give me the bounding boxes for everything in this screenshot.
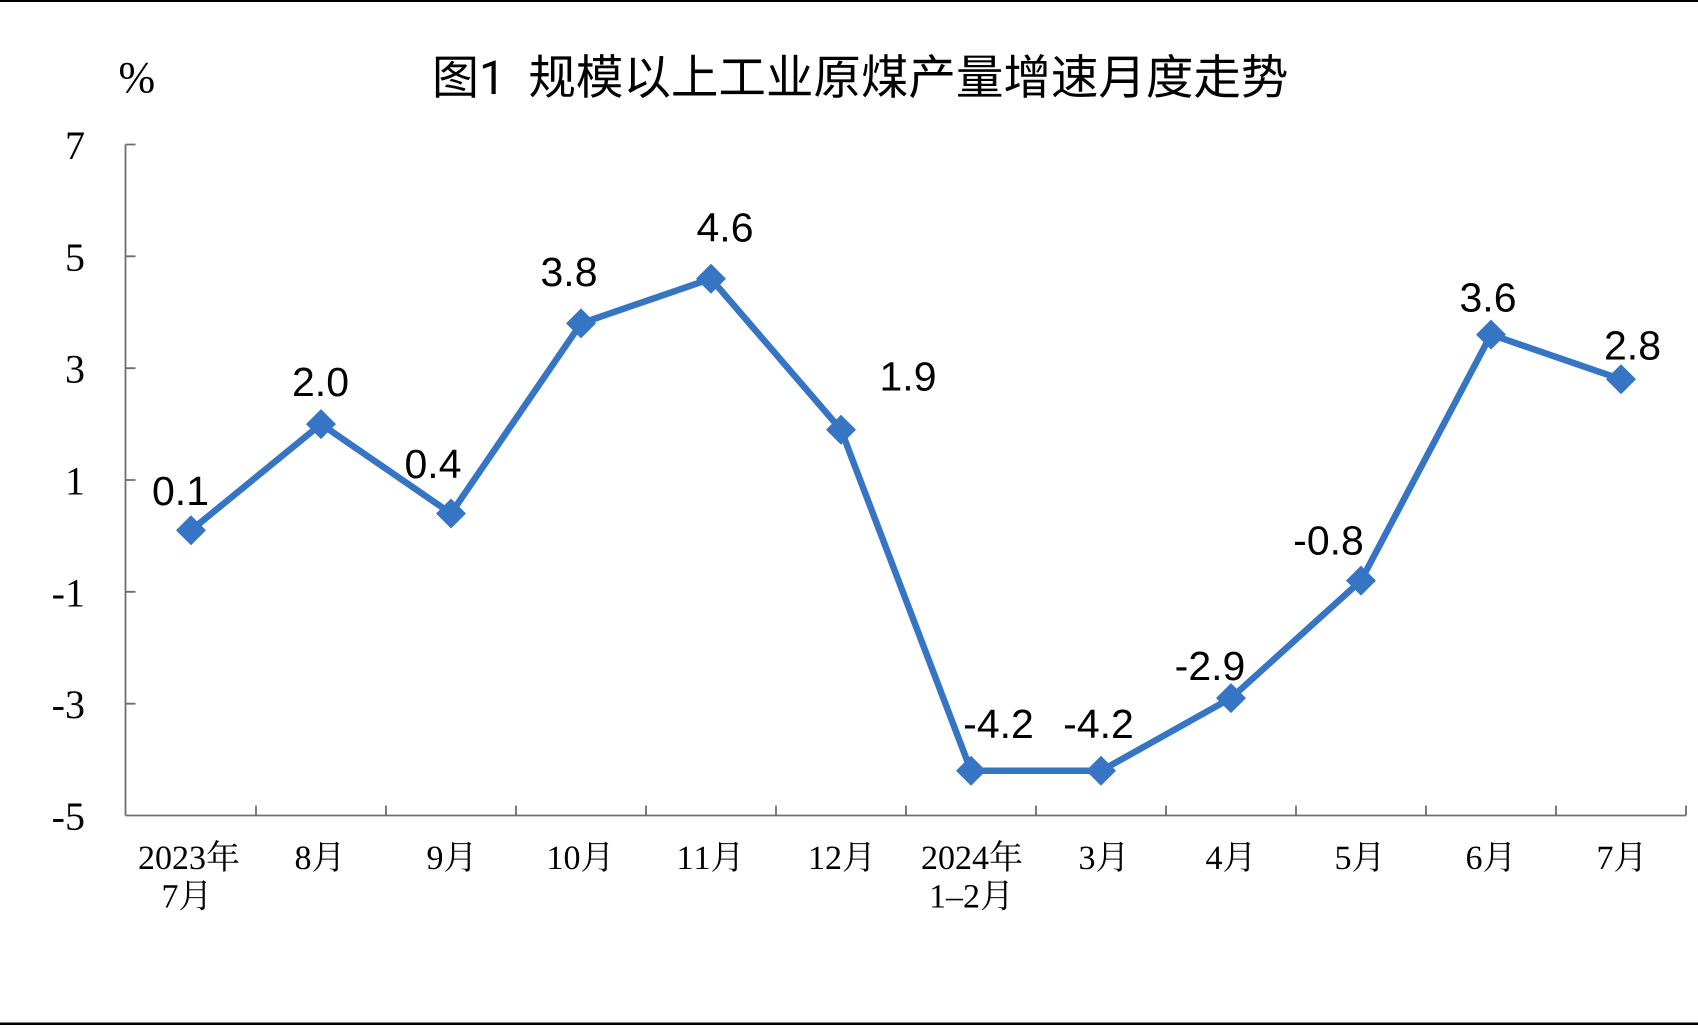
svg-text:5: 5	[65, 235, 85, 280]
svg-text:0.1: 0.1	[152, 468, 209, 514]
svg-text:2.0: 2.0	[292, 359, 349, 405]
svg-text:-2.9: -2.9	[1175, 643, 1246, 689]
svg-text:1.9: 1.9	[880, 354, 937, 400]
svg-text:2.8: 2.8	[1604, 323, 1661, 369]
svg-text:-5: -5	[52, 794, 85, 839]
svg-text:7: 7	[65, 123, 85, 168]
svg-text:-3: -3	[52, 682, 85, 727]
svg-text:-4.2: -4.2	[1063, 701, 1134, 747]
svg-text:4.6: 4.6	[697, 205, 754, 251]
svg-text:%: %	[119, 53, 156, 102]
svg-text:-4.2: -4.2	[963, 701, 1034, 747]
svg-text:3.8: 3.8	[541, 249, 598, 295]
svg-text:-0.8: -0.8	[1293, 518, 1364, 564]
svg-text:1: 1	[65, 459, 85, 504]
svg-text:0.4: 0.4	[405, 441, 462, 487]
svg-text:-1: -1	[52, 570, 85, 615]
svg-text:3.6: 3.6	[1460, 275, 1517, 321]
svg-text:3: 3	[65, 347, 85, 392]
